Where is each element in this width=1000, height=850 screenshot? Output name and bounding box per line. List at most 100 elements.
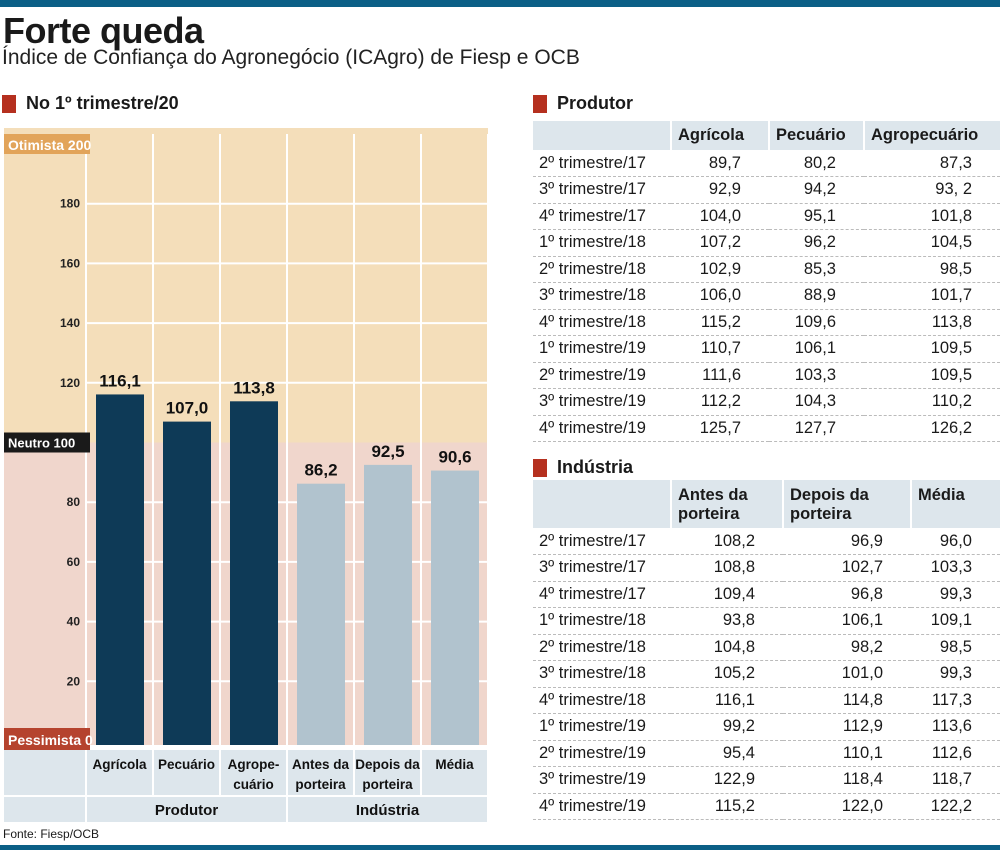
table-row: 2º trimestre/18 104,8 98,2 98,5 [533, 634, 1000, 661]
cell-value: 117,3 [911, 687, 1000, 714]
optimist-label: Otimista 200 [8, 137, 91, 153]
y-tick-label: 20 [67, 674, 81, 688]
row-label: 4º trimestre/17 [533, 581, 671, 608]
cell-value: 118,7 [911, 766, 1000, 794]
category-cell [87, 750, 152, 795]
table-row: 1º trimestre/18 93,8 106,1 109,1 [533, 607, 1000, 635]
cell-value: 114,8 [783, 687, 911, 714]
cell-value: 112,6 [911, 740, 1000, 767]
row-label: 2º trimestre/19 [533, 740, 671, 767]
cell-value: 96,9 [783, 528, 911, 555]
cell-value: 89,7 [671, 150, 769, 177]
cell-value: 104,0 [671, 203, 769, 230]
cell-value: 96,2 [769, 229, 864, 257]
column-header: Média [910, 480, 1000, 528]
category-label: porteira [295, 777, 346, 792]
neutral-label: Neutro 100 [8, 436, 75, 451]
cell-value: 94,2 [769, 176, 864, 204]
y-tick-label: 160 [60, 256, 80, 270]
top-bar [0, 0, 1000, 7]
chart-heading: No 1º trimestre/20 [2, 93, 179, 114]
y-tick-label: 40 [67, 615, 81, 629]
cell-value: 110,7 [671, 335, 769, 363]
table-row: 4º trimestre/19 125,7 127,7 126,2 [533, 415, 1000, 442]
table-row: 4º trimestre/17 109,4 96,8 99,3 [533, 581, 1000, 608]
cell-value: 104,5 [864, 229, 1000, 257]
row-label: 3º trimestre/18 [533, 660, 671, 688]
page-title: Forte queda [3, 10, 204, 51]
cell-value: 109,5 [864, 335, 1000, 363]
bar-5 [364, 464, 412, 745]
cell-value: 93,8 [671, 607, 783, 635]
cell-value: 87,3 [864, 150, 1000, 177]
industria-table: Antes da porteira Depois da porteira Média… [533, 480, 1000, 820]
heading-marker [533, 458, 547, 477]
category-label: cuário [233, 777, 274, 792]
row-label: 3º trimestre/19 [533, 766, 671, 794]
cell-value: 104,3 [769, 388, 864, 416]
category-cell [288, 750, 353, 795]
cell-value: 98,5 [911, 634, 1000, 661]
row-label: 2º trimestre/19 [533, 362, 671, 389]
row-label: 1º trimestre/18 [533, 607, 671, 635]
heading-marker [2, 94, 16, 113]
row-label: 1º trimestre/19 [533, 713, 671, 741]
bar-value-label: 92,5 [371, 442, 404, 461]
cell-value: 108,2 [671, 528, 783, 555]
column-header: Pecuário [768, 121, 864, 150]
bar-value-label: 107,0 [166, 399, 209, 418]
cell-value: 105,2 [671, 660, 783, 688]
cell-value: 103,3 [769, 362, 864, 389]
produtor-table: Agrícola Pecuário Agropecuário 2º trimestre… [533, 121, 1000, 442]
cell-value: 108,8 [671, 554, 783, 582]
cell-value: 115,2 [671, 309, 769, 336]
row-label: 3º trimestre/17 [533, 554, 671, 582]
row-label: 4º trimestre/17 [533, 203, 671, 230]
neutral-label-bg [4, 432, 90, 453]
cell-value: 109,4 [671, 581, 783, 608]
row-label: 1º trimestre/18 [533, 229, 671, 257]
cell-value: 109,5 [864, 362, 1000, 389]
table-row: 4º trimestre/18 116,1 114,8 117,3 [533, 687, 1000, 714]
cell-value: 96,0 [911, 528, 1000, 555]
cell-value: 112,2 [671, 388, 769, 416]
industria-heading: Indústria [533, 457, 633, 478]
group-cell [87, 797, 286, 822]
cell-value: 113,8 [864, 309, 1000, 336]
row-label: 3º trimestre/18 [533, 282, 671, 310]
cell-value: 95,4 [671, 740, 783, 767]
chart-title: No 1º trimestre/20 [26, 93, 179, 113]
table-row: 3º trimestre/19 112,2 104,3 110,2 [533, 388, 1000, 416]
y-tick-label: 80 [67, 495, 81, 509]
cell-value: 101,0 [783, 660, 911, 688]
category-label: Agrope- [228, 757, 280, 772]
group-cell-empty [4, 797, 85, 822]
optimist-band [4, 128, 488, 443]
table-row: 3º trimestre/19 122,9 118,4 118,7 [533, 766, 1000, 794]
category-cell [221, 750, 286, 795]
cell-value: 103,3 [911, 554, 1000, 582]
bottom-bar [0, 845, 1000, 850]
row-label: 4º trimestre/18 [533, 309, 671, 336]
cell-value: 101,8 [864, 203, 1000, 230]
column-header [533, 480, 671, 528]
cell-value: 122,9 [671, 766, 783, 794]
cell-value: 107,2 [671, 229, 769, 257]
row-label: 4º trimestre/19 [533, 415, 671, 442]
cell-value: 115,2 [671, 793, 783, 820]
column-header: Agrícola [670, 121, 769, 150]
cell-value: 95,1 [769, 203, 864, 230]
table-row: 2º trimestre/18 102,9 85,3 98,5 [533, 256, 1000, 283]
row-label: 1º trimestre/19 [533, 335, 671, 363]
category-label: Média [435, 757, 474, 772]
bar-2 [163, 421, 211, 745]
category-label: Pecuário [158, 757, 215, 772]
cell-value: 110,1 [783, 740, 911, 767]
produtor-heading-text: Produtor [557, 93, 633, 113]
cell-value: 122,0 [783, 793, 911, 820]
column-header: Antes da porteira [670, 480, 783, 528]
cell-value: 85,3 [769, 256, 864, 283]
category-cell [154, 750, 219, 795]
produtor-heading: Produtor [533, 93, 633, 114]
row-label: 2º trimestre/17 [533, 150, 671, 177]
